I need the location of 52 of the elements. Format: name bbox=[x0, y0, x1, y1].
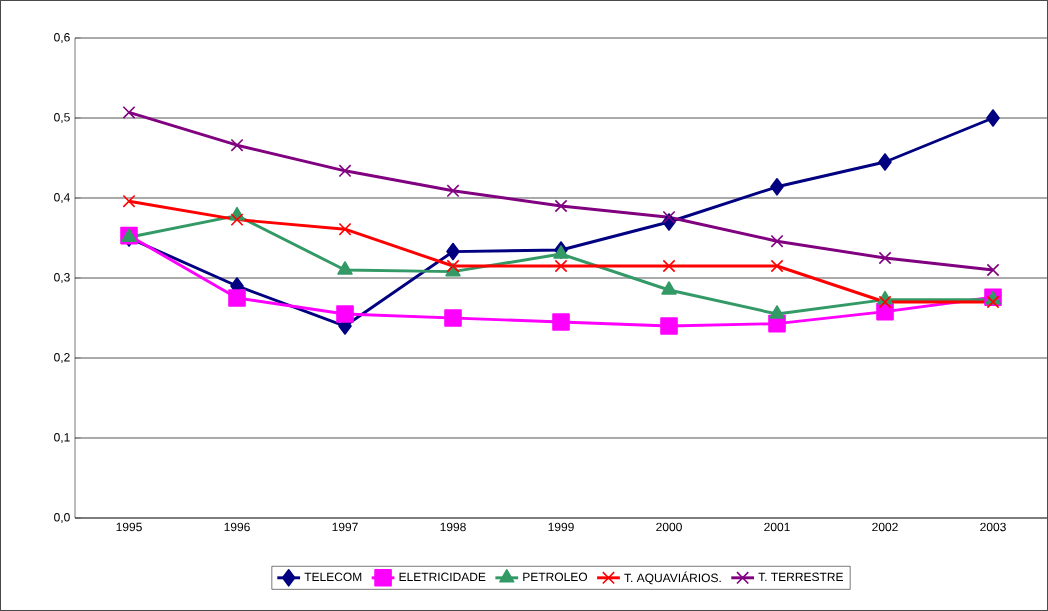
y-tick-label: 0,4 bbox=[54, 193, 70, 203]
x-tick-label: 2002 bbox=[872, 522, 898, 532]
point bbox=[986, 263, 1000, 277]
x-tick-label: 1999 bbox=[548, 522, 574, 532]
point bbox=[228, 289, 246, 307]
legend-label: T. AQUAVIÁRIOS. bbox=[624, 571, 721, 585]
point bbox=[230, 138, 244, 152]
x-tick-label: 1995 bbox=[116, 522, 142, 532]
x-tick-label: 1998 bbox=[440, 522, 466, 532]
legend-label: PETROLEO bbox=[523, 572, 588, 582]
legend-label: TELECOM bbox=[304, 572, 362, 582]
point bbox=[446, 242, 460, 261]
point bbox=[338, 222, 352, 236]
point bbox=[446, 259, 460, 273]
point bbox=[770, 259, 784, 273]
y-tick-label: 0,3 bbox=[54, 273, 70, 283]
point bbox=[878, 295, 892, 309]
point bbox=[986, 109, 1000, 127]
point bbox=[553, 245, 569, 259]
point bbox=[230, 213, 244, 227]
point bbox=[662, 259, 676, 273]
point bbox=[770, 234, 784, 248]
y-tick-label: 0,1 bbox=[54, 433, 70, 443]
point bbox=[122, 194, 136, 208]
point bbox=[554, 199, 568, 213]
point bbox=[660, 317, 678, 335]
point bbox=[769, 305, 785, 319]
point bbox=[770, 178, 784, 196]
x-tick-label: 2003 bbox=[980, 522, 1006, 532]
point bbox=[337, 261, 353, 275]
y-tick-label: 0,6 bbox=[54, 33, 70, 43]
legend-label: ELETRICIDADE bbox=[399, 572, 486, 582]
point bbox=[338, 164, 352, 178]
y-tick-label: 0,0 bbox=[54, 513, 70, 523]
x-tick-label: 2001 bbox=[764, 522, 790, 532]
point bbox=[444, 309, 462, 327]
point bbox=[662, 210, 676, 224]
point bbox=[986, 295, 1000, 309]
point bbox=[336, 305, 354, 323]
point bbox=[122, 105, 136, 119]
legend-label: T. TERRESTRE bbox=[758, 572, 843, 582]
y-tick-label: 0,5 bbox=[54, 113, 70, 123]
point bbox=[554, 259, 568, 273]
x-tick-label: 1997 bbox=[332, 522, 358, 532]
point bbox=[661, 281, 677, 295]
point bbox=[552, 313, 570, 331]
y-tick-label: 0,2 bbox=[54, 353, 70, 363]
point bbox=[878, 251, 892, 265]
point bbox=[878, 153, 892, 171]
point bbox=[446, 184, 460, 198]
x-tick-label: 1996 bbox=[224, 522, 250, 532]
x-tick-label: 2000 bbox=[656, 522, 682, 532]
